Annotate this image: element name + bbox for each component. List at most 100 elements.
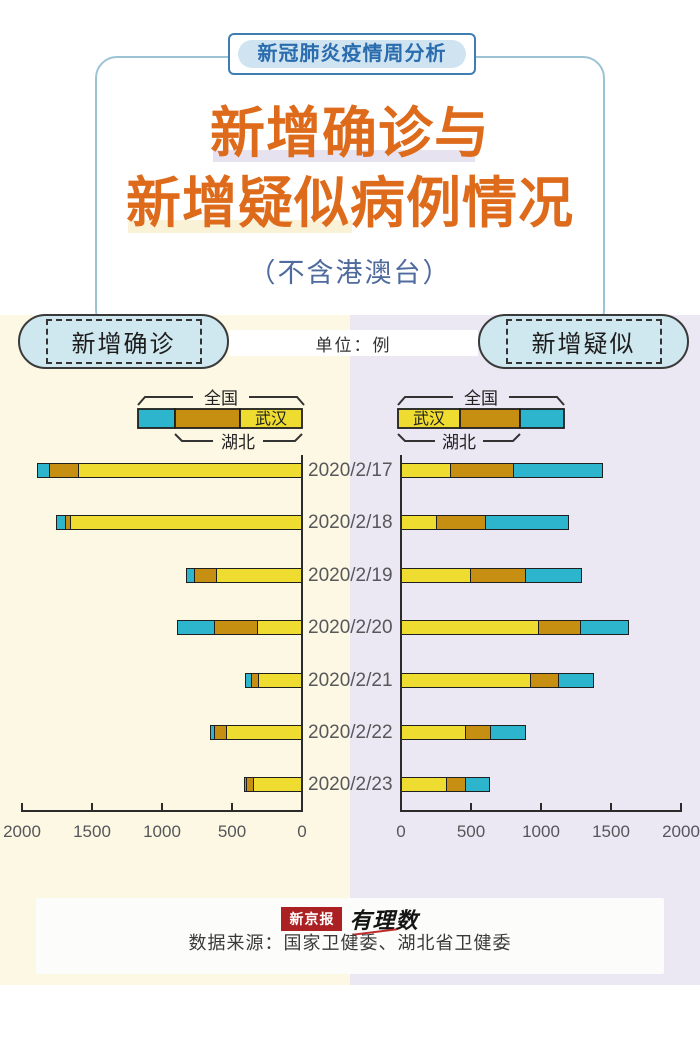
legend-swatch-national xyxy=(137,408,176,429)
date-label: 2020/2/20 xyxy=(308,617,393,638)
segment-national-other xyxy=(579,621,628,634)
confirmed-bar-2020/2/23 xyxy=(243,777,303,792)
segment-national-other xyxy=(187,569,194,582)
segment-wuhan xyxy=(402,778,447,791)
segment-wuhan xyxy=(69,516,302,529)
unit-label: 单位：例 xyxy=(229,330,478,356)
axis-tick-label: 1500 xyxy=(73,822,111,841)
legend-national-label: 全国 xyxy=(204,389,238,408)
segment-hubei-other xyxy=(213,726,227,739)
suspected-legend-graphic: 全国 武汉 湖北 xyxy=(397,389,565,452)
segment-wuhan xyxy=(402,569,470,582)
axis-tick xyxy=(540,803,542,810)
confirmed-bar-2020/2/20 xyxy=(176,620,303,635)
legend-hubei-label: 湖北 xyxy=(221,433,255,452)
legend-national-label: 全国 xyxy=(464,389,498,408)
legend-swatch-hubei xyxy=(174,408,241,429)
suspected-legend: 全国 武汉 湖北 xyxy=(395,386,567,452)
axis-tick-label: 1500 xyxy=(592,822,630,841)
segment-hubei-other xyxy=(435,516,486,529)
legend-swatch-hubei xyxy=(459,408,521,429)
segment-wuhan xyxy=(226,726,302,739)
confirmed-bar-2020/2/19 xyxy=(186,568,303,583)
axis-tick-label: 1000 xyxy=(522,822,560,841)
confirmed-bar-2020/2/17 xyxy=(36,463,303,478)
segment-national-other xyxy=(485,516,568,529)
legend-wuhan-label: 武汉 xyxy=(255,410,287,428)
segment-wuhan xyxy=(402,674,531,687)
axis-tick-label: 0 xyxy=(396,822,406,841)
axis-tick xyxy=(231,803,233,810)
axis-tick xyxy=(21,803,23,810)
axis-tick-label: 2000 xyxy=(3,822,41,841)
axis-tick-label: 2000 xyxy=(662,822,700,841)
axis-tick-label: 1000 xyxy=(143,822,181,841)
confirmed-axis-vertical xyxy=(301,455,303,812)
segment-hubei-other xyxy=(464,726,491,739)
segment-wuhan xyxy=(402,464,451,477)
title-highlight-strip-1 xyxy=(213,150,475,162)
subtitle: （不含港澳台） xyxy=(248,258,452,288)
segment-hubei-other xyxy=(193,569,216,582)
segment-wuhan xyxy=(78,464,302,477)
main-title-line1: 新增确诊与 xyxy=(209,102,490,164)
segment-wuhan xyxy=(215,569,302,582)
segment-hubei-other xyxy=(49,464,78,477)
suspected-header-label: 新增疑似 xyxy=(505,319,662,364)
axis-tick xyxy=(91,803,93,810)
segment-hubei-other xyxy=(246,778,254,791)
segment-national-other xyxy=(211,726,214,739)
segment-wuhan xyxy=(253,778,302,791)
segment-hubei-other xyxy=(213,621,258,634)
axis-tick-label: 500 xyxy=(456,822,486,841)
segment-wuhan xyxy=(402,621,538,634)
date-label: 2020/2/21 xyxy=(308,670,393,691)
confirmed-bar-2020/2/22 xyxy=(210,725,303,740)
beijing-news-logo: 新京报 xyxy=(281,907,343,931)
segment-hubei-other xyxy=(450,464,513,477)
axis-tick-label: 500 xyxy=(217,822,247,841)
confirmed-header-label: 新增确诊 xyxy=(45,319,202,364)
confirmed-axis-baseline xyxy=(21,810,303,812)
confirmed-legend-graphic: 全国 武汉 湖北 xyxy=(137,389,305,452)
suspected-bar-2020/2/18 xyxy=(401,515,569,530)
segment-hubei-other xyxy=(65,516,70,529)
legend-swatch-wuhan xyxy=(239,408,303,429)
suspected-bar-2020/2/21 xyxy=(401,673,594,688)
suspected-axis-vertical xyxy=(400,455,402,812)
segment-national-other xyxy=(57,516,66,529)
segment-national-other xyxy=(512,464,603,477)
axis-tick xyxy=(470,803,472,810)
segment-wuhan xyxy=(257,621,302,634)
segment-hubei-other xyxy=(446,778,465,791)
axis-tick xyxy=(610,803,612,810)
title-highlight-strip-2 xyxy=(128,220,352,233)
top-badge-label: 新冠肺炎疫情周分析 xyxy=(238,40,466,68)
segment-national-other xyxy=(524,569,581,582)
segment-hubei-other xyxy=(530,674,559,687)
suspected-axis-baseline xyxy=(400,810,682,812)
youlishu-logo: 有理数 xyxy=(349,903,418,936)
segment-hubei-other xyxy=(250,674,258,687)
segment-national-other xyxy=(246,674,251,687)
segment-hubei-other xyxy=(469,569,525,582)
date-label: 2020/2/18 xyxy=(308,512,393,533)
suspected-header-pill: 新增疑似 xyxy=(478,314,689,369)
footer-box xyxy=(36,898,664,974)
data-source-text: 数据来源：国家卫健委、湖北省卫健委 xyxy=(188,933,512,953)
suspected-bar-2020/2/19 xyxy=(401,568,582,583)
axis-tick xyxy=(680,803,682,810)
segment-wuhan xyxy=(258,674,302,687)
segment-national-other xyxy=(37,464,49,477)
segment-national-other xyxy=(177,621,214,634)
suspected-bar-2020/2/23 xyxy=(401,777,490,792)
date-label: 2020/2/19 xyxy=(308,565,393,586)
footer-logos: 新京报 有理数 xyxy=(0,903,700,936)
confirmed-header-pill: 新增确诊 xyxy=(18,314,229,369)
segment-wuhan xyxy=(402,726,465,739)
confirmed-bar-2020/2/18 xyxy=(56,515,303,530)
segment-wuhan xyxy=(402,516,436,529)
axis-tick xyxy=(161,803,163,810)
suspected-bar-2020/2/17 xyxy=(401,463,604,478)
